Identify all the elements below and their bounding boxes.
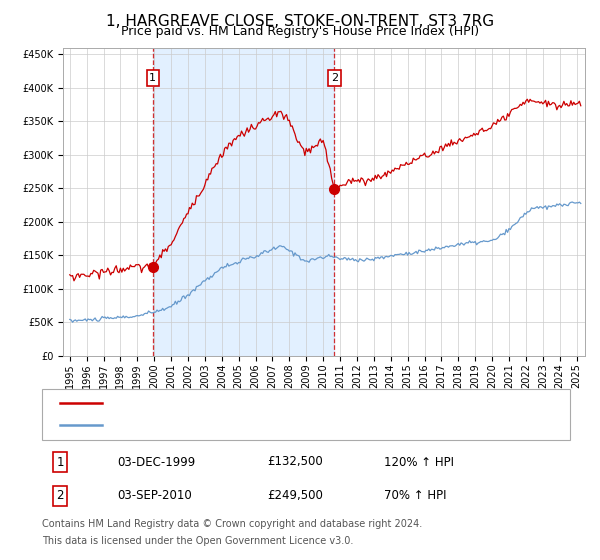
Text: 1: 1 [149,73,157,83]
Text: Contains HM Land Registry data © Crown copyright and database right 2024.: Contains HM Land Registry data © Crown c… [42,519,422,529]
Text: 70% ↑ HPI: 70% ↑ HPI [384,489,446,502]
Text: 03-SEP-2010: 03-SEP-2010 [117,489,192,502]
Text: 2: 2 [56,489,64,502]
Text: 120% ↑ HPI: 120% ↑ HPI [384,455,454,469]
Text: 1, HARGREAVE CLOSE, STOKE-ON-TRENT, ST3 7RG: 1, HARGREAVE CLOSE, STOKE-ON-TRENT, ST3 … [106,14,494,29]
Bar [153,48,334,356]
Text: 03-DEC-1999: 03-DEC-1999 [117,455,195,469]
Text: 1: 1 [56,455,64,469]
Text: Price paid vs. HM Land Registry's House Price Index (HPI): Price paid vs. HM Land Registry's House … [121,25,479,38]
Text: £132,500: £132,500 [267,455,323,469]
Text: HPI: Average price, detached house, Stoke-on-Trent: HPI: Average price, detached house, Stok… [111,421,398,431]
Text: £249,500: £249,500 [267,489,323,502]
Text: 2: 2 [331,73,338,83]
Text: 1, HARGREAVE CLOSE, STOKE-ON-TRENT, ST3 7RG (detached house): 1, HARGREAVE CLOSE, STOKE-ON-TRENT, ST3 … [111,398,495,408]
Text: This data is licensed under the Open Government Licence v3.0.: This data is licensed under the Open Gov… [42,536,353,546]
